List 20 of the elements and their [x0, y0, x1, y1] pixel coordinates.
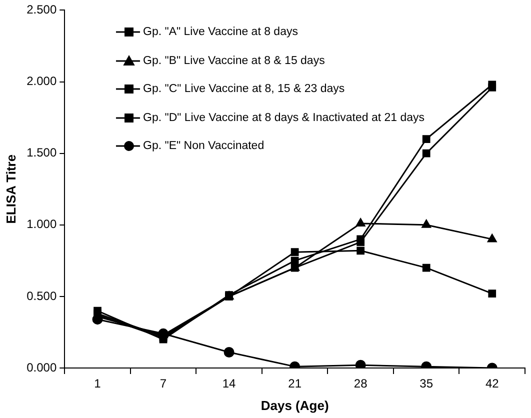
legend-label: Gp. "E" Non Vaccinated	[143, 140, 264, 152]
y-tick-label: 0.000	[26, 360, 57, 374]
legend-label: Gp. "B" Live Vaccine at 8 & 15 days	[143, 54, 325, 67]
y-axis-title: ELISA Titre	[3, 154, 18, 224]
x-tick-label: 42	[485, 376, 500, 391]
x-tick-label: 35	[420, 376, 434, 391]
y-tick-label: 1.500	[26, 146, 57, 160]
legend-label: Gp. "A" Live Vaccine at 8 days	[143, 26, 298, 38]
y-tick-label: 0.500	[26, 288, 57, 303]
x-tick-label: 1	[94, 376, 102, 391]
y-tick-label: 2.500	[26, 2, 57, 17]
y-tick-label: 2.000	[26, 74, 57, 88]
x-tick-label: 21	[288, 376, 302, 391]
x-tick-label: 7	[160, 376, 167, 391]
x-tick-label: 14	[222, 376, 236, 391]
legend-label: Gp. "D" Live Vaccine at 8 days & Inactivated at 21 days	[143, 112, 425, 124]
legend-label: Gp. "C" Live Vaccine at 8, 15 & 23 days	[143, 83, 345, 96]
y-tick-label: 1.000	[26, 217, 57, 232]
x-tick-label: 28	[354, 376, 368, 391]
x-axis-title: Days (Age)	[260, 398, 329, 413]
